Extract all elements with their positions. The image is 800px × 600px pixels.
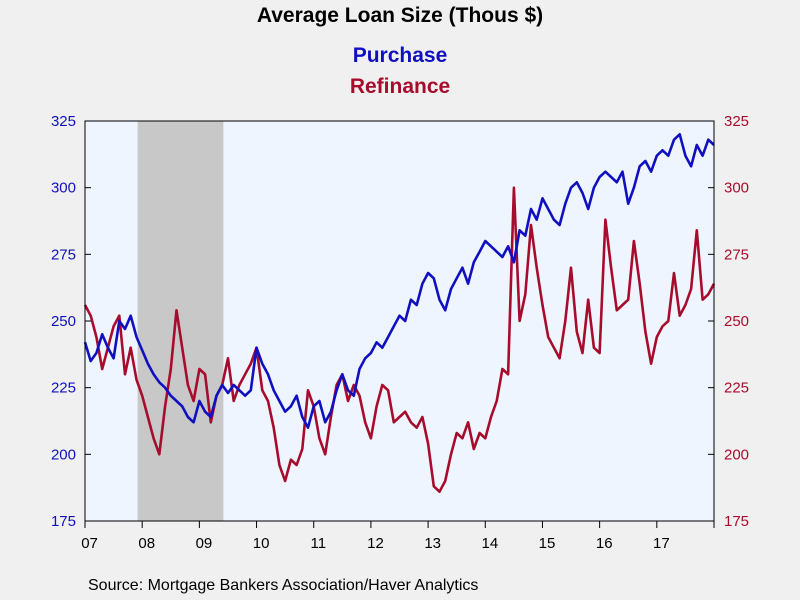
legend-purchase: Purchase xyxy=(352,44,448,67)
recession-shading xyxy=(137,121,224,521)
y-tick-label-left-325: 325 xyxy=(51,113,76,130)
series-layer xyxy=(83,133,716,493)
x-tick-label-12: 12 xyxy=(367,535,384,552)
y-tick-label-right-225: 225 xyxy=(724,380,749,397)
x-tick-label-07: 07 xyxy=(81,535,98,552)
legend-refinance: Refinance xyxy=(349,75,451,98)
chart-title: Average Loan Size (Thous $) xyxy=(256,4,544,27)
x-tick-label-15: 15 xyxy=(539,535,556,552)
axis-layer: 325 300 275 250 225 200 175 325 300 275 250 225 200 1… xyxy=(51,113,749,552)
y-tick-label-right-300: 300 xyxy=(724,180,749,197)
x-tick-label-10: 10 xyxy=(253,535,270,552)
y-tick-label-right-200: 200 xyxy=(724,446,749,463)
x-tick-label-13: 13 xyxy=(424,535,441,552)
x-tick-label-09: 09 xyxy=(196,535,213,552)
source-note: Source: Mortgage Bankers Association/Hav… xyxy=(88,577,479,594)
x-tick-label-14: 14 xyxy=(482,535,499,552)
y-tick-label-left-200: 200 xyxy=(51,446,76,463)
series-line-purchase xyxy=(83,133,715,429)
y-tick-label-left-250: 250 xyxy=(51,313,76,330)
y-tick-label-right-275: 275 xyxy=(724,246,749,263)
x-tick-label-11: 11 xyxy=(311,535,327,552)
y-tick-label-right-325: 325 xyxy=(724,113,749,130)
x-tick-label-17: 17 xyxy=(653,535,670,552)
y-tick-label-left-175: 175 xyxy=(51,513,76,530)
y-tick-label-right-175: 175 xyxy=(724,513,749,530)
y-tick-label-left-275: 275 xyxy=(51,246,76,263)
x-tick-label-08: 08 xyxy=(138,535,155,552)
y-tick-label-left-225: 225 xyxy=(51,380,76,397)
y-tick-label-right-250: 250 xyxy=(724,313,749,330)
series-line-refinance xyxy=(83,186,716,493)
y-tick-label-left-300: 300 xyxy=(51,180,76,197)
x-tick-label-16: 16 xyxy=(596,535,613,552)
